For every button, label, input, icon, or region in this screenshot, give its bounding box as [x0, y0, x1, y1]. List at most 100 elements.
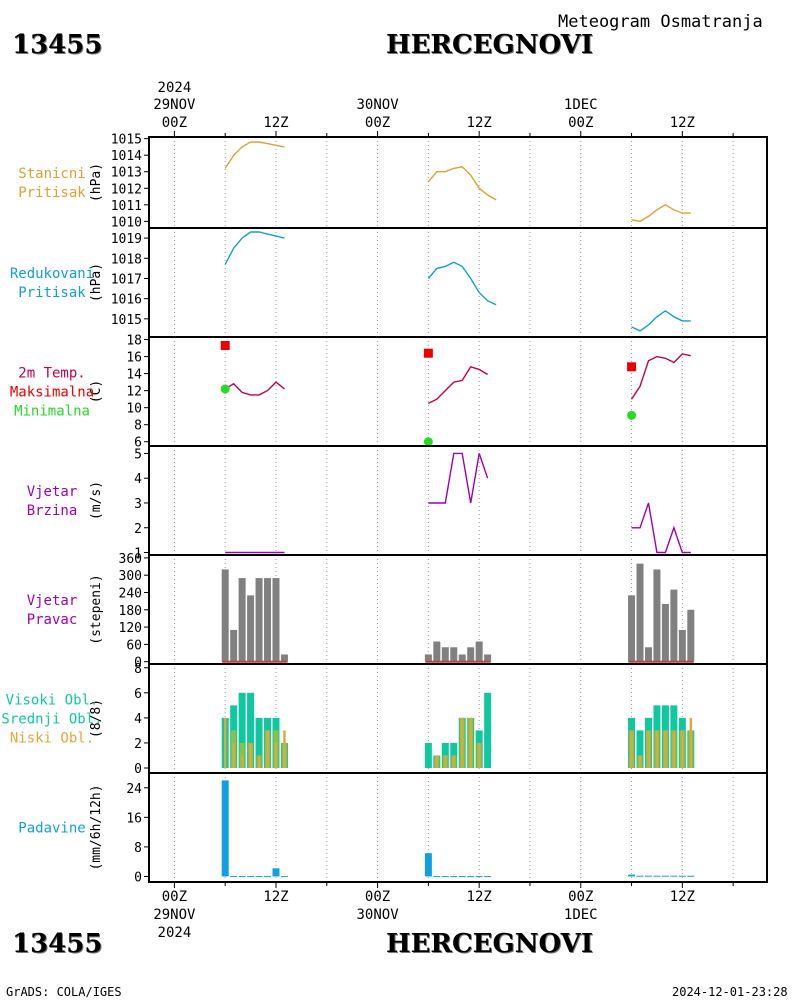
series-line-2 — [631, 309, 691, 332]
panel-wind_dir: 0 60 120 180 240 300 360 (stepeni) Vjetar Pravac — [27, 552, 768, 671]
wind-direction-bar — [424, 654, 432, 662]
max-temp-marker — [627, 362, 637, 372]
series-line-0 — [224, 381, 285, 396]
y-tick-label: 1013 — [111, 166, 142, 181]
precipitation-bar — [221, 780, 229, 877]
precipitation-bar — [661, 875, 669, 877]
precipitation-bar — [450, 876, 458, 878]
wind-direction-bar — [475, 641, 483, 662]
precipitation-bar — [458, 876, 466, 878]
y-tick-label: 12 — [126, 385, 142, 400]
panel-frame — [148, 772, 768, 883]
top-hour-label-3: 12Z — [467, 115, 492, 131]
panel-padavine: 0 8 16 24 (mm/6h/12h) Padavine — [18, 772, 768, 885]
y-tick-label: 1012 — [111, 182, 142, 197]
y-tick-label: 4 — [134, 472, 142, 487]
y-tick-label: 240 — [119, 586, 142, 601]
wind-direction-bar — [221, 569, 229, 662]
low-cloud-bar — [461, 717, 464, 768]
precipitation-bar — [230, 876, 238, 878]
y-tick-label: 180 — [119, 604, 142, 619]
wind-direction-bar — [441, 647, 449, 662]
wind-direction-bar — [238, 578, 246, 662]
y-tick-label: 16 — [126, 811, 142, 826]
station-name-bottom: HERCEGNOVI — [386, 929, 593, 959]
precipitation-bar — [670, 875, 678, 877]
wind-direction-bar — [653, 569, 661, 662]
y-tick-label: 8 — [134, 662, 142, 677]
bottom-hour-label-4: 00Z — [568, 889, 593, 905]
min-temp-marker — [423, 437, 433, 447]
low-cloud-bar — [681, 730, 684, 768]
precipitation-bar — [475, 876, 483, 878]
precipitation-bar — [255, 876, 263, 878]
wind-direction-bar — [280, 654, 288, 662]
precipitation-bar — [424, 853, 432, 877]
series-line-0 — [224, 231, 285, 265]
low-cloud-bar — [283, 730, 286, 768]
y-tick-label: 1019 — [111, 232, 142, 247]
high-cloud-bar — [238, 692, 246, 768]
panel-title-label: Vjetar — [27, 484, 78, 500]
y-tick-label: 60 — [126, 638, 142, 653]
series-line-2 — [631, 203, 691, 223]
precipitation-bar — [644, 875, 652, 877]
panel-title-label: Brzina — [27, 503, 78, 519]
high-cloud-bar — [424, 742, 432, 768]
panel-title-label: Pritisak — [18, 185, 86, 201]
panel-frame — [148, 227, 768, 338]
precipitation-bar — [264, 876, 272, 878]
bottom-hour-label-3: 12Z — [467, 889, 492, 905]
y-tick-label: 6 — [134, 687, 142, 702]
bottom-hour-label-2: 00Z — [365, 889, 390, 905]
low-cloud-bar — [223, 717, 227, 768]
y-axis-label: (m/s) — [89, 481, 104, 520]
high-cloud-bar — [247, 692, 255, 768]
wind-direction-bar — [255, 578, 263, 662]
high-cloud-bar — [255, 717, 263, 768]
y-axis-label: (hPa) — [89, 263, 104, 302]
series-line-1 — [428, 365, 488, 405]
low-cloud-bar — [638, 755, 642, 768]
y-tick-label: 0 — [134, 762, 142, 777]
low-cloud-bar — [469, 717, 472, 768]
y-tick-label: 1018 — [111, 252, 142, 267]
panel-title-label: Niski Obl. — [10, 731, 94, 747]
series-line-2 — [631, 502, 691, 554]
y-axis-label: (mm/6h/12h) — [89, 784, 104, 870]
panel-title-label: Stanicni — [18, 166, 85, 182]
low-cloud-bar — [274, 742, 278, 768]
series-line-2 — [630, 353, 691, 400]
low-cloud-bar — [240, 755, 244, 768]
panel-title-label: Padavine — [18, 821, 85, 837]
y-tick-label: 8 — [134, 841, 142, 856]
top-year-label-0: 2024 — [158, 80, 192, 96]
low-cloud-bar — [444, 755, 447, 768]
y-axis-label: (C) — [89, 380, 104, 403]
low-cloud-bar — [249, 742, 252, 768]
y-tick-label: 1010 — [111, 215, 142, 230]
y-tick-label: 5 — [134, 447, 142, 462]
panel-title-label: Vjetar — [27, 593, 78, 609]
low-cloud-bar — [689, 717, 693, 768]
wind-direction-bar — [636, 563, 644, 662]
wind-direction-bar — [678, 629, 686, 662]
precipitation-bar — [441, 876, 449, 878]
bottom-hour-label-5: 12Z — [670, 889, 695, 905]
y-tick-label: 4 — [134, 712, 142, 727]
top-date-label-4: 1DEC — [564, 97, 598, 113]
wind-direction-bar — [467, 647, 475, 662]
y-tick-label: 10 — [126, 402, 142, 417]
series-line-1 — [427, 166, 497, 201]
y-tick-label: 14 — [126, 368, 142, 383]
top-hour-label-0: 00Z — [162, 115, 187, 131]
min-temp-marker — [627, 410, 637, 420]
wind-direction-bar — [264, 578, 272, 662]
y-tick-label: 8 — [134, 419, 142, 434]
bottom-hour-label-0: 00Z — [162, 889, 187, 905]
low-cloud-bar — [257, 755, 261, 768]
bottom-year-label-0: 2024 — [158, 925, 192, 941]
y-tick-label: 1016 — [111, 293, 142, 308]
